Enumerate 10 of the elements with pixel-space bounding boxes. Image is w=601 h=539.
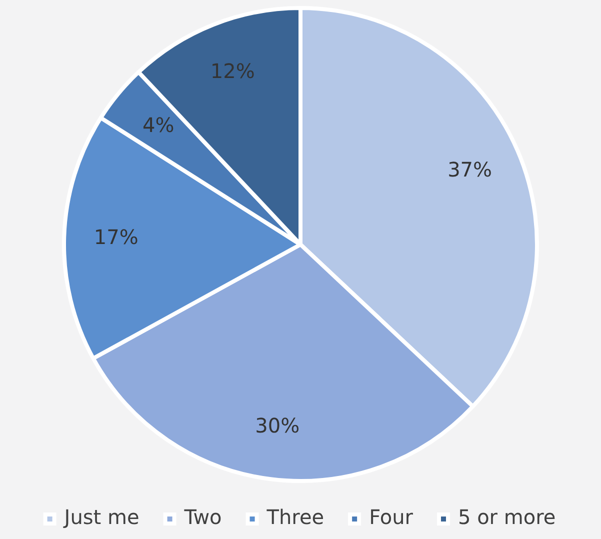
legend-label: 5 or more: [458, 505, 556, 530]
data-label: 17%: [94, 224, 138, 249]
data-label: 12%: [210, 59, 255, 84]
legend-label: Three: [266, 505, 324, 530]
data-label: 37%: [448, 157, 492, 182]
legend-label: Just me: [62, 505, 140, 530]
data-label: 30%: [255, 414, 300, 438]
legend-label: Two: [183, 505, 222, 530]
legend-label: Four: [369, 505, 414, 530]
data-label: 4%: [142, 113, 174, 138]
